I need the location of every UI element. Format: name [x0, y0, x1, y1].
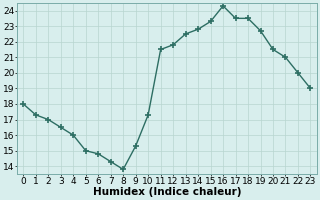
X-axis label: Humidex (Indice chaleur): Humidex (Indice chaleur) — [92, 187, 241, 197]
